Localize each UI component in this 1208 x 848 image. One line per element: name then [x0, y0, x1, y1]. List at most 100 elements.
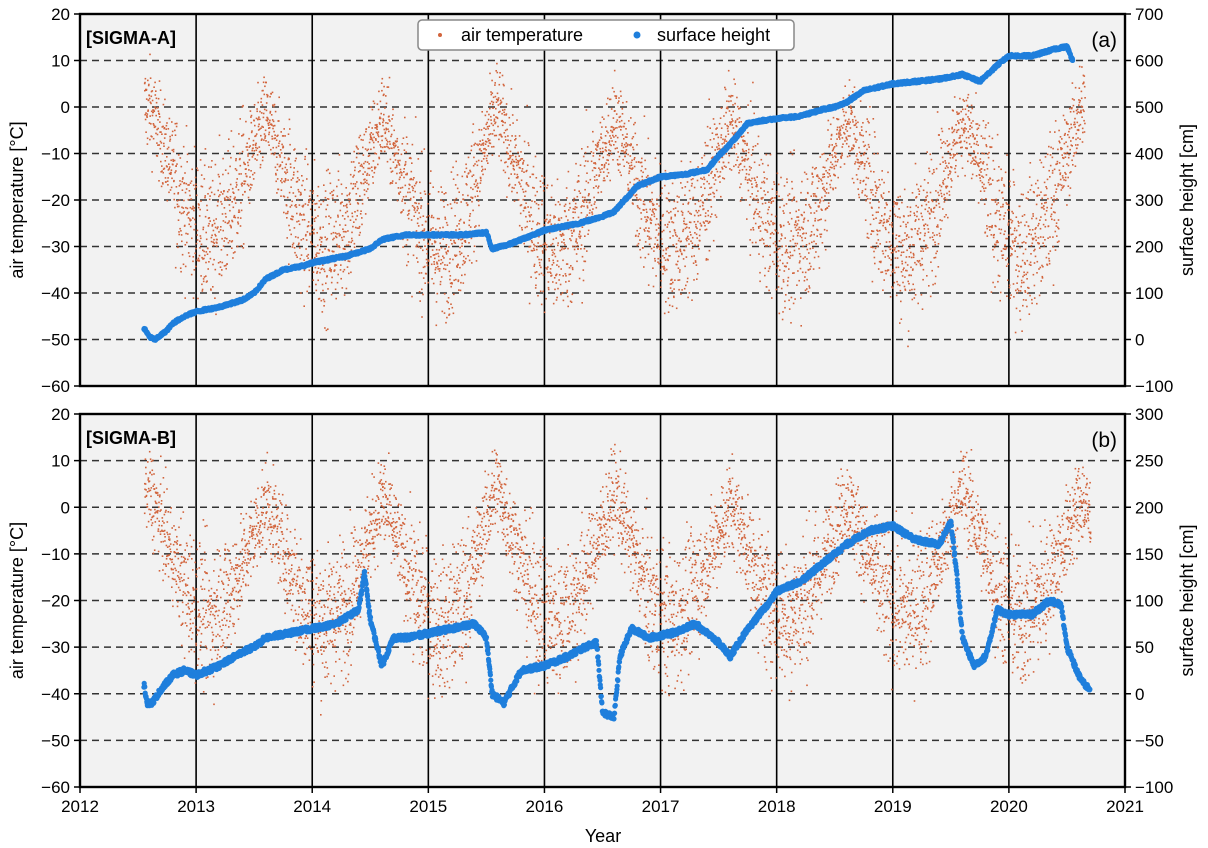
temperature-point [594, 201, 596, 203]
temperature-point [768, 267, 771, 270]
temperature-point [436, 217, 439, 220]
temperature-point [497, 98, 499, 101]
temperature-point [992, 236, 995, 239]
temperature-point [1015, 236, 1017, 239]
temperature-point [359, 195, 361, 197]
temperature-point [147, 99, 150, 101]
temperature-point [477, 159, 480, 162]
temperature-point [718, 122, 721, 125]
temperature-point [849, 135, 851, 137]
temperature-point [928, 167, 930, 170]
temperature-point [689, 212, 691, 215]
temperature-point [578, 180, 580, 183]
temperature-point [490, 93, 493, 96]
temperature-point [792, 198, 794, 201]
temperature-point [460, 281, 462, 284]
temperature-point [725, 111, 727, 114]
temperature-point [737, 105, 739, 108]
temperature-point [956, 142, 959, 144]
temperature-point [899, 216, 901, 219]
temperature-point [908, 256, 911, 258]
temperature-point [519, 204, 522, 207]
temperature-point [613, 69, 616, 72]
temperature-point [175, 125, 178, 128]
temperature-point [166, 180, 169, 182]
temperature-point [808, 252, 810, 254]
temperature-point [346, 194, 348, 197]
temperature-point [1065, 152, 1068, 155]
temperature-point [187, 184, 189, 186]
temperature-point [708, 249, 711, 252]
temperature-point [310, 232, 313, 235]
temperature-point [687, 235, 689, 238]
temperature-point [1014, 240, 1017, 242]
temperature-point [181, 206, 183, 209]
temperature-point [507, 139, 509, 141]
temperature-point [466, 175, 468, 177]
temperature-point [158, 80, 161, 82]
temperature-point [296, 256, 298, 258]
temperature-point [916, 183, 918, 186]
temperature-point [656, 244, 659, 247]
temperature-point [144, 113, 146, 116]
temperature-point [946, 198, 948, 201]
temperature-point [607, 159, 609, 162]
temperature-point [525, 215, 527, 218]
temperature-point [464, 273, 466, 276]
temperature-point [710, 206, 713, 208]
temperature-point [345, 204, 347, 207]
temperature-point [160, 131, 162, 133]
temperature-point [339, 209, 342, 212]
temperature-point [938, 206, 941, 208]
temperature-point [496, 62, 498, 65]
temperature-point [223, 197, 226, 199]
temperature-point [437, 252, 439, 255]
temperature-point [460, 238, 462, 241]
temperature-point [1042, 242, 1044, 244]
temperature-point [940, 192, 943, 195]
temperature-point [483, 155, 486, 157]
temperature-point [511, 186, 514, 189]
temperature-point [386, 143, 388, 145]
temperature-point [390, 171, 393, 173]
temperature-point [827, 119, 830, 122]
temperature-point [717, 176, 720, 178]
temperature-point [262, 126, 264, 128]
temperature-point [1060, 184, 1063, 187]
temperature-point [415, 245, 417, 248]
temperature-point [162, 171, 164, 174]
temperature-point [1005, 237, 1007, 240]
temperature-point [910, 274, 912, 277]
temperature-point [906, 206, 909, 208]
temperature-point [952, 153, 955, 156]
temperature-point [837, 132, 840, 134]
temperature-point [453, 201, 456, 204]
temperature-point [351, 212, 353, 215]
temperature-point [641, 179, 644, 181]
temperature-point [781, 254, 784, 256]
temperature-point [874, 262, 876, 265]
temperature-point [662, 213, 664, 216]
temperature-point [480, 160, 483, 162]
temperature-point [965, 141, 968, 144]
temperature-point [261, 104, 264, 106]
temperature-point [438, 259, 440, 262]
temperature-point [560, 235, 563, 237]
temperature-point [706, 180, 708, 183]
temperature-point [234, 202, 237, 204]
temperature-point [878, 222, 881, 224]
temperature-point [608, 98, 611, 101]
temperature-point [700, 225, 703, 227]
temperature-point [255, 133, 258, 135]
temperature-point [972, 134, 975, 137]
temperature-point [157, 144, 159, 146]
temperature-point [416, 257, 418, 259]
temperature-point [918, 259, 921, 262]
temperature-point [162, 183, 164, 185]
temperature-point [955, 165, 957, 167]
temperature-point [849, 127, 852, 129]
temperature-point [835, 144, 838, 147]
temperature-point [219, 261, 222, 263]
temperature-point [1026, 278, 1028, 280]
temperature-point [215, 218, 217, 220]
